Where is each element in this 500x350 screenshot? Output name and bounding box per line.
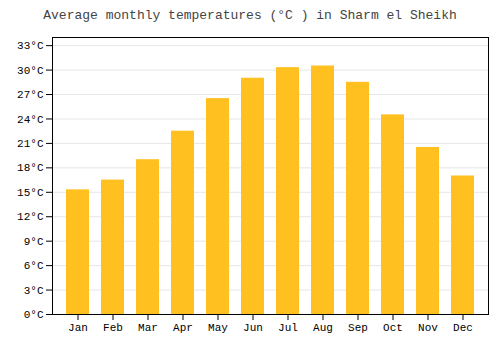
- svg-text:18°C: 18°C: [17, 162, 44, 174]
- svg-text:Nov: Nov: [418, 322, 438, 334]
- svg-text:Apr: Apr: [173, 322, 193, 334]
- svg-text:Jun: Jun: [243, 322, 263, 334]
- svg-text:Jul: Jul: [278, 322, 298, 334]
- svg-text:3°C: 3°C: [24, 285, 44, 297]
- svg-text:Feb: Feb: [103, 322, 123, 334]
- svg-text:Mar: Mar: [138, 322, 158, 334]
- svg-text:Sep: Sep: [348, 322, 368, 334]
- svg-text:21°C: 21°C: [17, 138, 44, 150]
- svg-text:24°C: 24°C: [17, 113, 44, 125]
- svg-text:Jan: Jan: [68, 322, 88, 334]
- svg-text:Oct: Oct: [383, 322, 403, 334]
- svg-text:Aug: Aug: [313, 322, 333, 334]
- svg-text:May: May: [208, 322, 228, 334]
- svg-text:15°C: 15°C: [17, 187, 44, 199]
- svg-text:9°C: 9°C: [24, 236, 44, 248]
- svg-text:30°C: 30°C: [17, 65, 44, 77]
- html-text:Average monthly temperatures (: Average monthly temperatures (°C ) in Sh…: [43, 8, 457, 23]
- svg-text:0°C: 0°C: [24, 309, 44, 321]
- svg-text:33°C: 33°C: [17, 40, 44, 52]
- svg-text:Dec: Dec: [453, 322, 473, 334]
- svg-text:6°C: 6°C: [24, 260, 44, 272]
- svg-text:27°C: 27°C: [17, 89, 44, 101]
- svg-text:12°C: 12°C: [17, 211, 44, 223]
